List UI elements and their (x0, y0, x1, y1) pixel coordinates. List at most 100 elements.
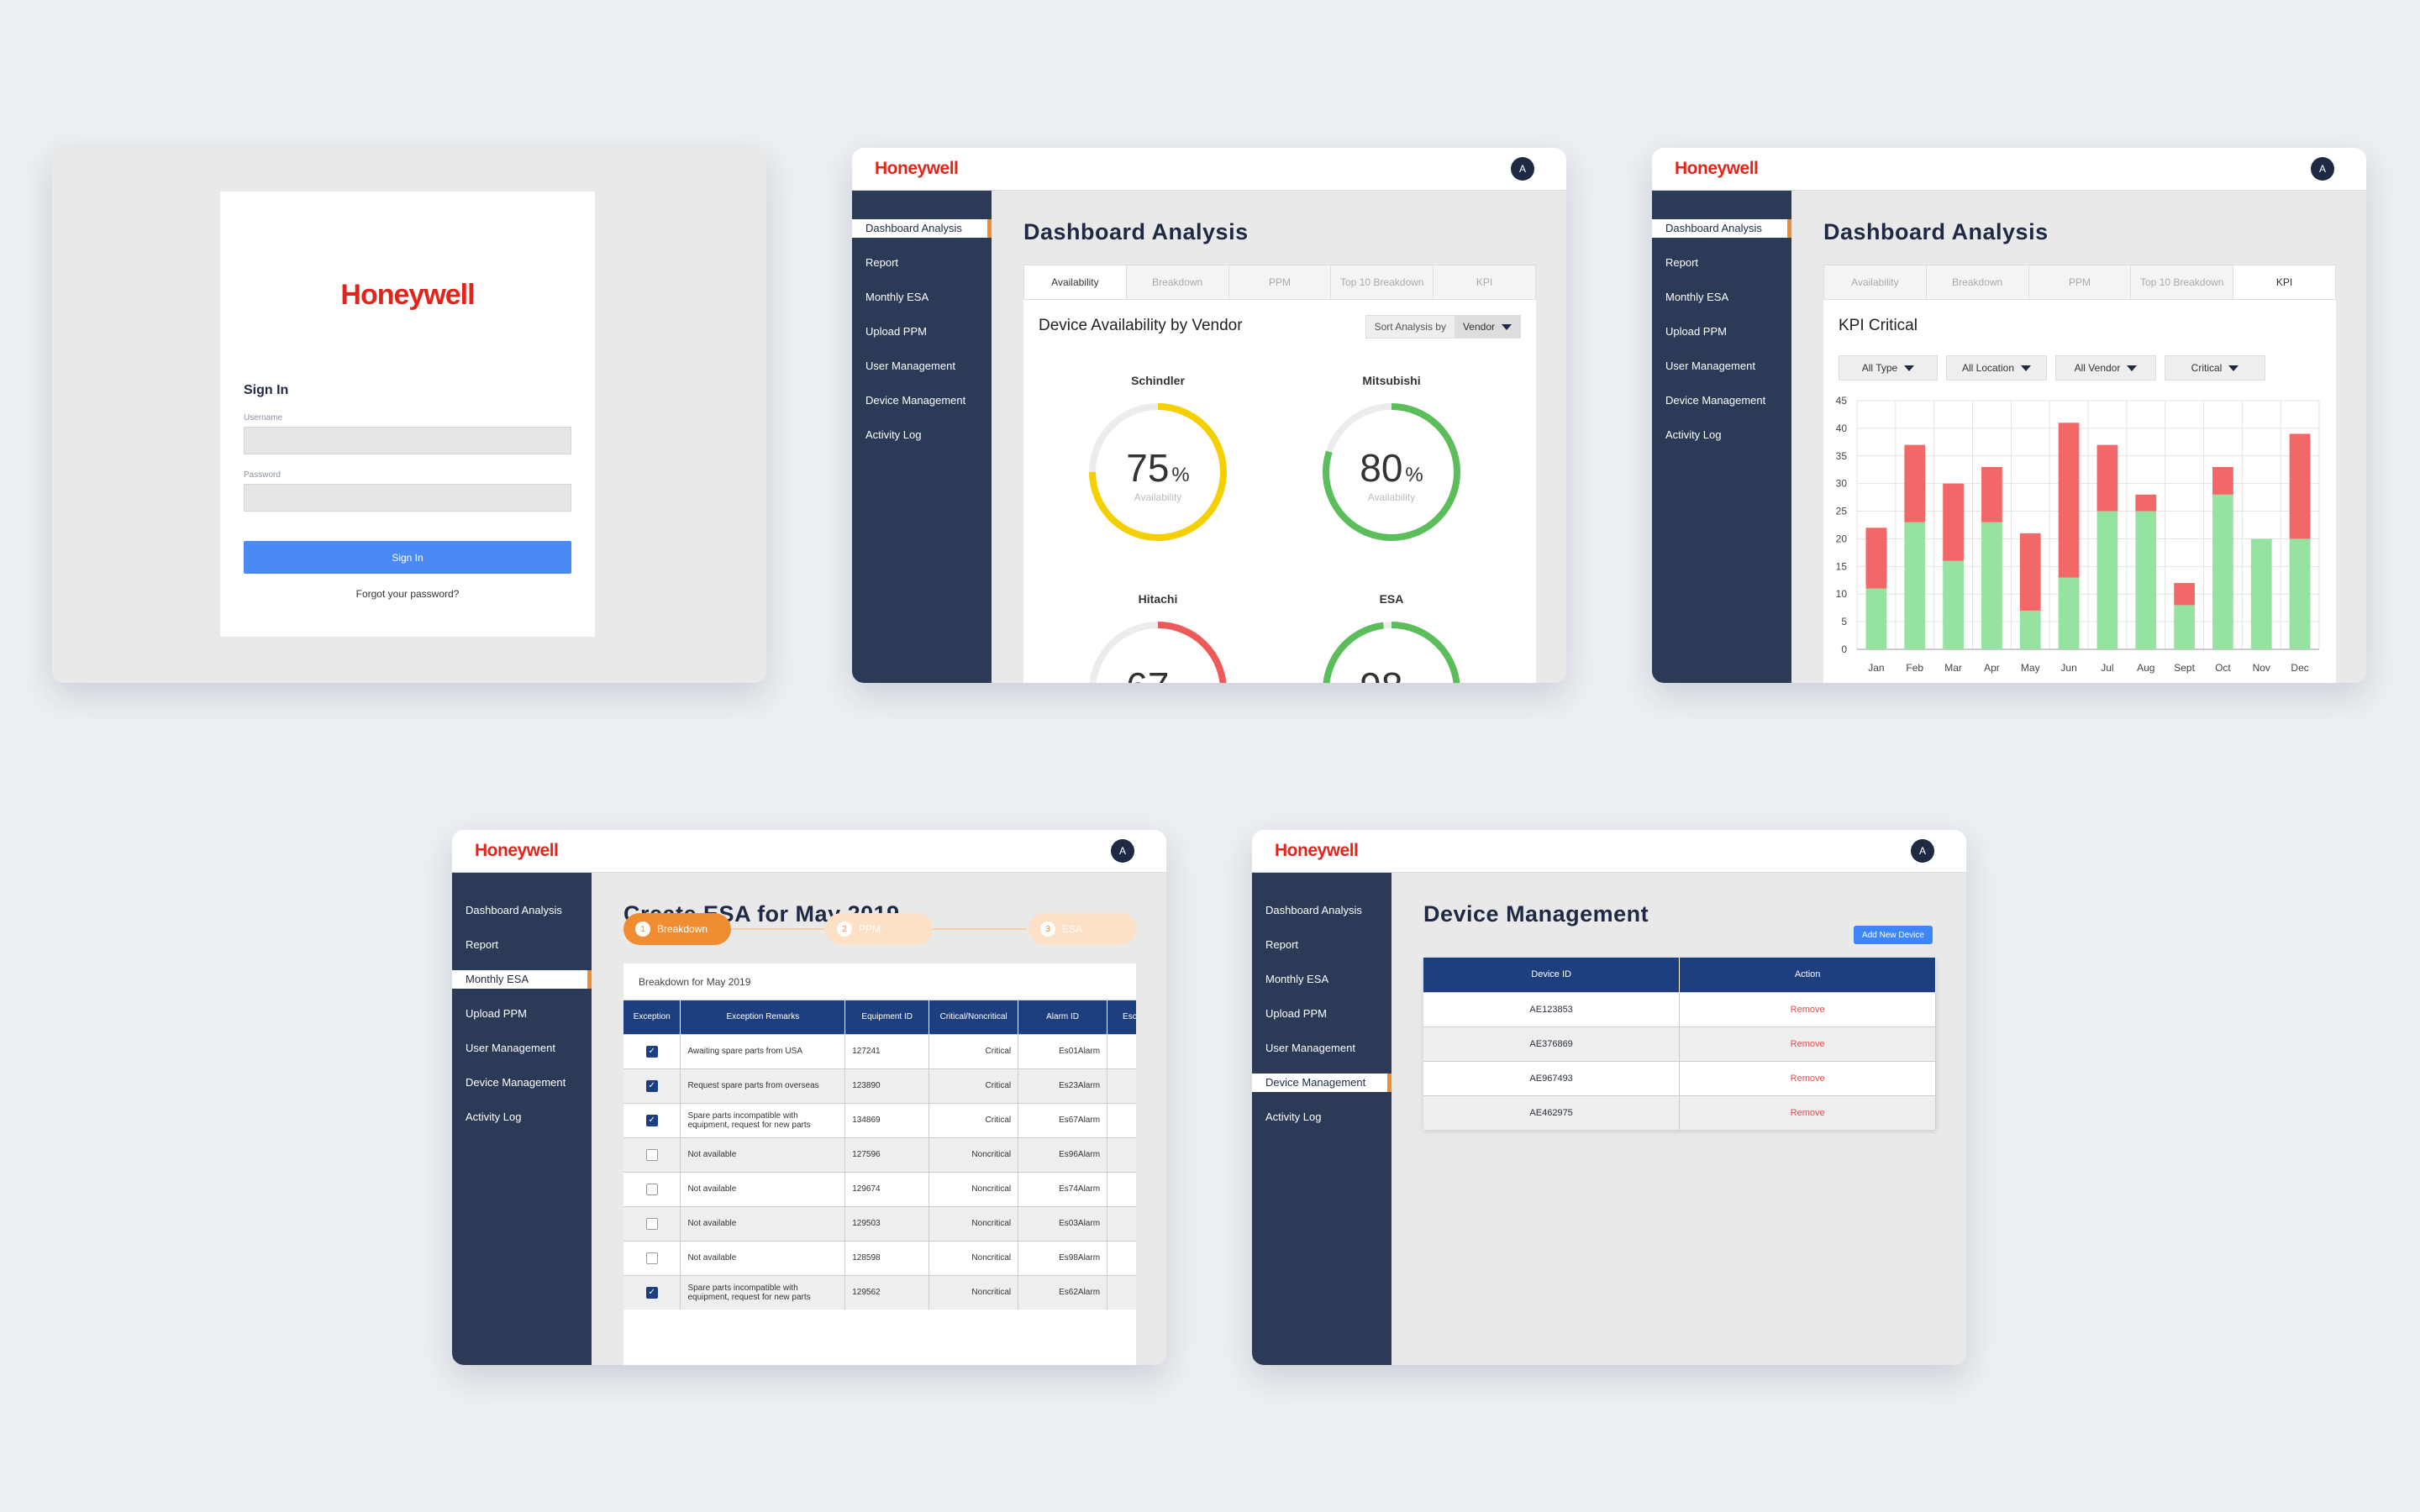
tab-top10[interactable]: Top 10 Breakdown (2131, 265, 2234, 299)
remove-button[interactable]: Remove (1790, 1038, 1825, 1049)
sidebar-item-dashboard[interactable]: Dashboard Analysis (1652, 219, 1791, 238)
column-header[interactable]: Esc (1107, 1000, 1136, 1034)
column-header[interactable]: Action (1679, 958, 1936, 992)
step-label: ESA (1062, 923, 1083, 935)
step-ppm[interactable]: 2 PPM (825, 913, 933, 945)
filter-type[interactable]: All Type (1839, 355, 1938, 381)
sidebar-item-report[interactable]: Report (865, 256, 899, 269)
table-row[interactable]: Not available129674NoncriticalEs74AlarmE… (623, 1171, 1136, 1206)
sidebar-item-activity-log[interactable]: Activity Log (1665, 428, 1722, 441)
column-header[interactable]: Critical/Noncritical (929, 1000, 1019, 1034)
remove-button[interactable]: Remove (1790, 1004, 1825, 1015)
username-input[interactable] (244, 427, 571, 454)
sidebar-item-monthly-esa[interactable]: Monthly ESA (1265, 973, 1329, 985)
table-row[interactable]: ✓ Spare parts incompatible with equipment… (623, 1102, 1136, 1137)
exception-checkbox[interactable]: ✓ (645, 1079, 658, 1092)
tab-availability[interactable]: Availability (1024, 265, 1127, 299)
sidebar-item-device-management[interactable]: Device Management (1252, 1074, 1392, 1092)
exception-checkbox[interactable]: ✓ (645, 1045, 658, 1058)
sidebar-item-activity-log[interactable]: Activity Log (1265, 1110, 1322, 1123)
sidebar-item-monthly-esa[interactable]: Monthly ESA (865, 291, 929, 303)
password-input[interactable] (244, 484, 571, 512)
table-row[interactable]: ✓ Request spare parts from overseas 123890… (623, 1068, 1136, 1103)
exception-checkbox[interactable] (645, 1252, 658, 1264)
tab-ppm[interactable]: PPM (2029, 265, 2132, 299)
sidebar-item-monthly-esa[interactable]: Monthly ESA (452, 970, 592, 989)
filter-location[interactable]: All Location (1946, 355, 2047, 381)
exception-checkbox[interactable] (645, 1183, 658, 1195)
sidebar-item-upload-ppm[interactable]: Upload PPM (1265, 1007, 1327, 1020)
table-row[interactable]: ✓ Awaiting spare parts from USA 127241 Crit… (623, 1033, 1136, 1068)
remove-button[interactable]: Remove (1790, 1073, 1825, 1084)
step-breakdown[interactable]: 1 Breakdown (623, 913, 731, 945)
avatar[interactable]: A (2311, 157, 2334, 181)
column-header[interactable]: Equipment ID (844, 1000, 930, 1034)
sidebar-item-activity-log[interactable]: Activity Log (865, 428, 922, 441)
avatar[interactable]: A (1911, 839, 1934, 863)
tab-kpi[interactable]: KPI (2233, 265, 2335, 299)
step-esa[interactable]: 3 ESA (1028, 913, 1136, 945)
column-header[interactable]: Alarm ID (1018, 1000, 1108, 1034)
table-row[interactable]: Not available127596NoncriticalEs96AlarmE… (623, 1137, 1136, 1172)
sidebar-item-dashboard[interactable]: Dashboard Analysis (852, 219, 992, 238)
brand-logo[interactable]: Honeywell (475, 841, 559, 860)
exception-checkbox[interactable] (645, 1148, 658, 1161)
brand-logo[interactable]: Honeywell (1675, 159, 1759, 178)
column-header[interactable]: Exception (623, 1000, 681, 1034)
exception-checkbox[interactable] (645, 1217, 658, 1230)
brand-logo[interactable]: Honeywell (875, 159, 959, 178)
gauge-value: 75% (1126, 446, 1190, 490)
sidebar-item-report[interactable]: Report (466, 938, 499, 951)
sidebar-item-dashboard[interactable]: Dashboard Analysis (466, 904, 562, 916)
tab-kpi[interactable]: KPI (1476, 276, 1493, 288)
analysis-tabs: Availability Breakdown PPM Top 10 Breakd… (1823, 265, 2336, 300)
gauge-subtitle: Availability (1368, 491, 1415, 503)
tab-breakdown[interactable]: Breakdown (1127, 265, 1229, 299)
sidebar-item-upload-ppm[interactable]: Upload PPM (1665, 325, 1727, 338)
table-row[interactable]: ✓ Spare parts incompatible with equipment… (623, 1274, 1136, 1310)
tab-breakdown[interactable]: Breakdown (1927, 265, 2029, 299)
action-cell: Remove (1679, 991, 1936, 1026)
sidebar-item-report[interactable]: Report (1265, 938, 1299, 951)
signin-heading: Sign In (244, 383, 289, 397)
signin-button[interactable]: Sign In (244, 541, 571, 574)
avatar[interactable]: A (1511, 157, 1534, 181)
kpi-bar-chart: 0 5 10 15 20 25 30 35 40 45 Jan Feb Mar Apr May Jun Jul A… (1836, 395, 2320, 674)
sidebar-item-upload-ppm[interactable]: Upload PPM (865, 325, 927, 338)
table-row[interactable]: Not available129503NoncriticalEs03AlarmE… (623, 1205, 1136, 1241)
sidebar-item-device-management[interactable]: Device Management (1665, 394, 1766, 407)
exception-checkbox[interactable]: ✓ (645, 1286, 658, 1299)
brand-logo[interactable]: Honeywell (1275, 841, 1359, 860)
column-header[interactable]: Device ID (1423, 958, 1681, 992)
sidebar-item-user-management[interactable]: User Management (466, 1042, 555, 1054)
exception-checkbox[interactable]: ✓ (645, 1114, 658, 1126)
gauge-1: Mitsubishi 80% Availability (1307, 374, 1476, 543)
equipment-id-cell: 127241 (844, 1033, 930, 1068)
filter-vendor[interactable]: All Vendor (2055, 355, 2156, 381)
add-device-button[interactable]: Add New Device (1854, 926, 1933, 944)
sidebar-item-user-management[interactable]: User Management (1265, 1042, 1355, 1054)
esc-cell: Esc (1107, 1171, 1136, 1206)
filter-severity-label: Critical (2191, 362, 2223, 374)
sidebar-item-report[interactable]: Report (1665, 256, 1699, 269)
remove-button[interactable]: Remove (1790, 1107, 1825, 1118)
sidebar-item-user-management[interactable]: User Management (865, 360, 955, 372)
sidebar-item-device-management[interactable]: Device Management (865, 394, 966, 407)
sidebar-item-dashboard[interactable]: Dashboard Analysis (1265, 904, 1362, 916)
avatar[interactable]: A (1111, 839, 1134, 863)
sidebar-item-activity-log[interactable]: Activity Log (466, 1110, 522, 1123)
tab-ppm[interactable]: PPM (1229, 265, 1332, 299)
filter-type-label: All Type (1861, 362, 1898, 374)
tab-availability[interactable]: Availability (1824, 265, 1927, 299)
forgot-password-link[interactable]: Forgot your password? (355, 588, 460, 600)
sidebar-item-device-management[interactable]: Device Management (466, 1076, 566, 1089)
sidebar-item-user-management[interactable]: User Management (1665, 360, 1755, 372)
sidebar-item-upload-ppm[interactable]: Upload PPM (466, 1007, 527, 1020)
sort-select[interactable]: Sort Analysis by Vendor (1365, 315, 1521, 339)
exception-cell: ✓ (623, 1068, 681, 1103)
table-row[interactable]: Not available128598NoncriticalEs98AlarmE… (623, 1240, 1136, 1275)
tab-top10[interactable]: Top 10 Breakdown (1331, 265, 1434, 299)
sidebar-item-monthly-esa[interactable]: Monthly ESA (1665, 291, 1729, 303)
filter-severity[interactable]: Critical (2165, 355, 2265, 381)
column-header[interactable]: Exception Remarks (680, 1000, 846, 1034)
